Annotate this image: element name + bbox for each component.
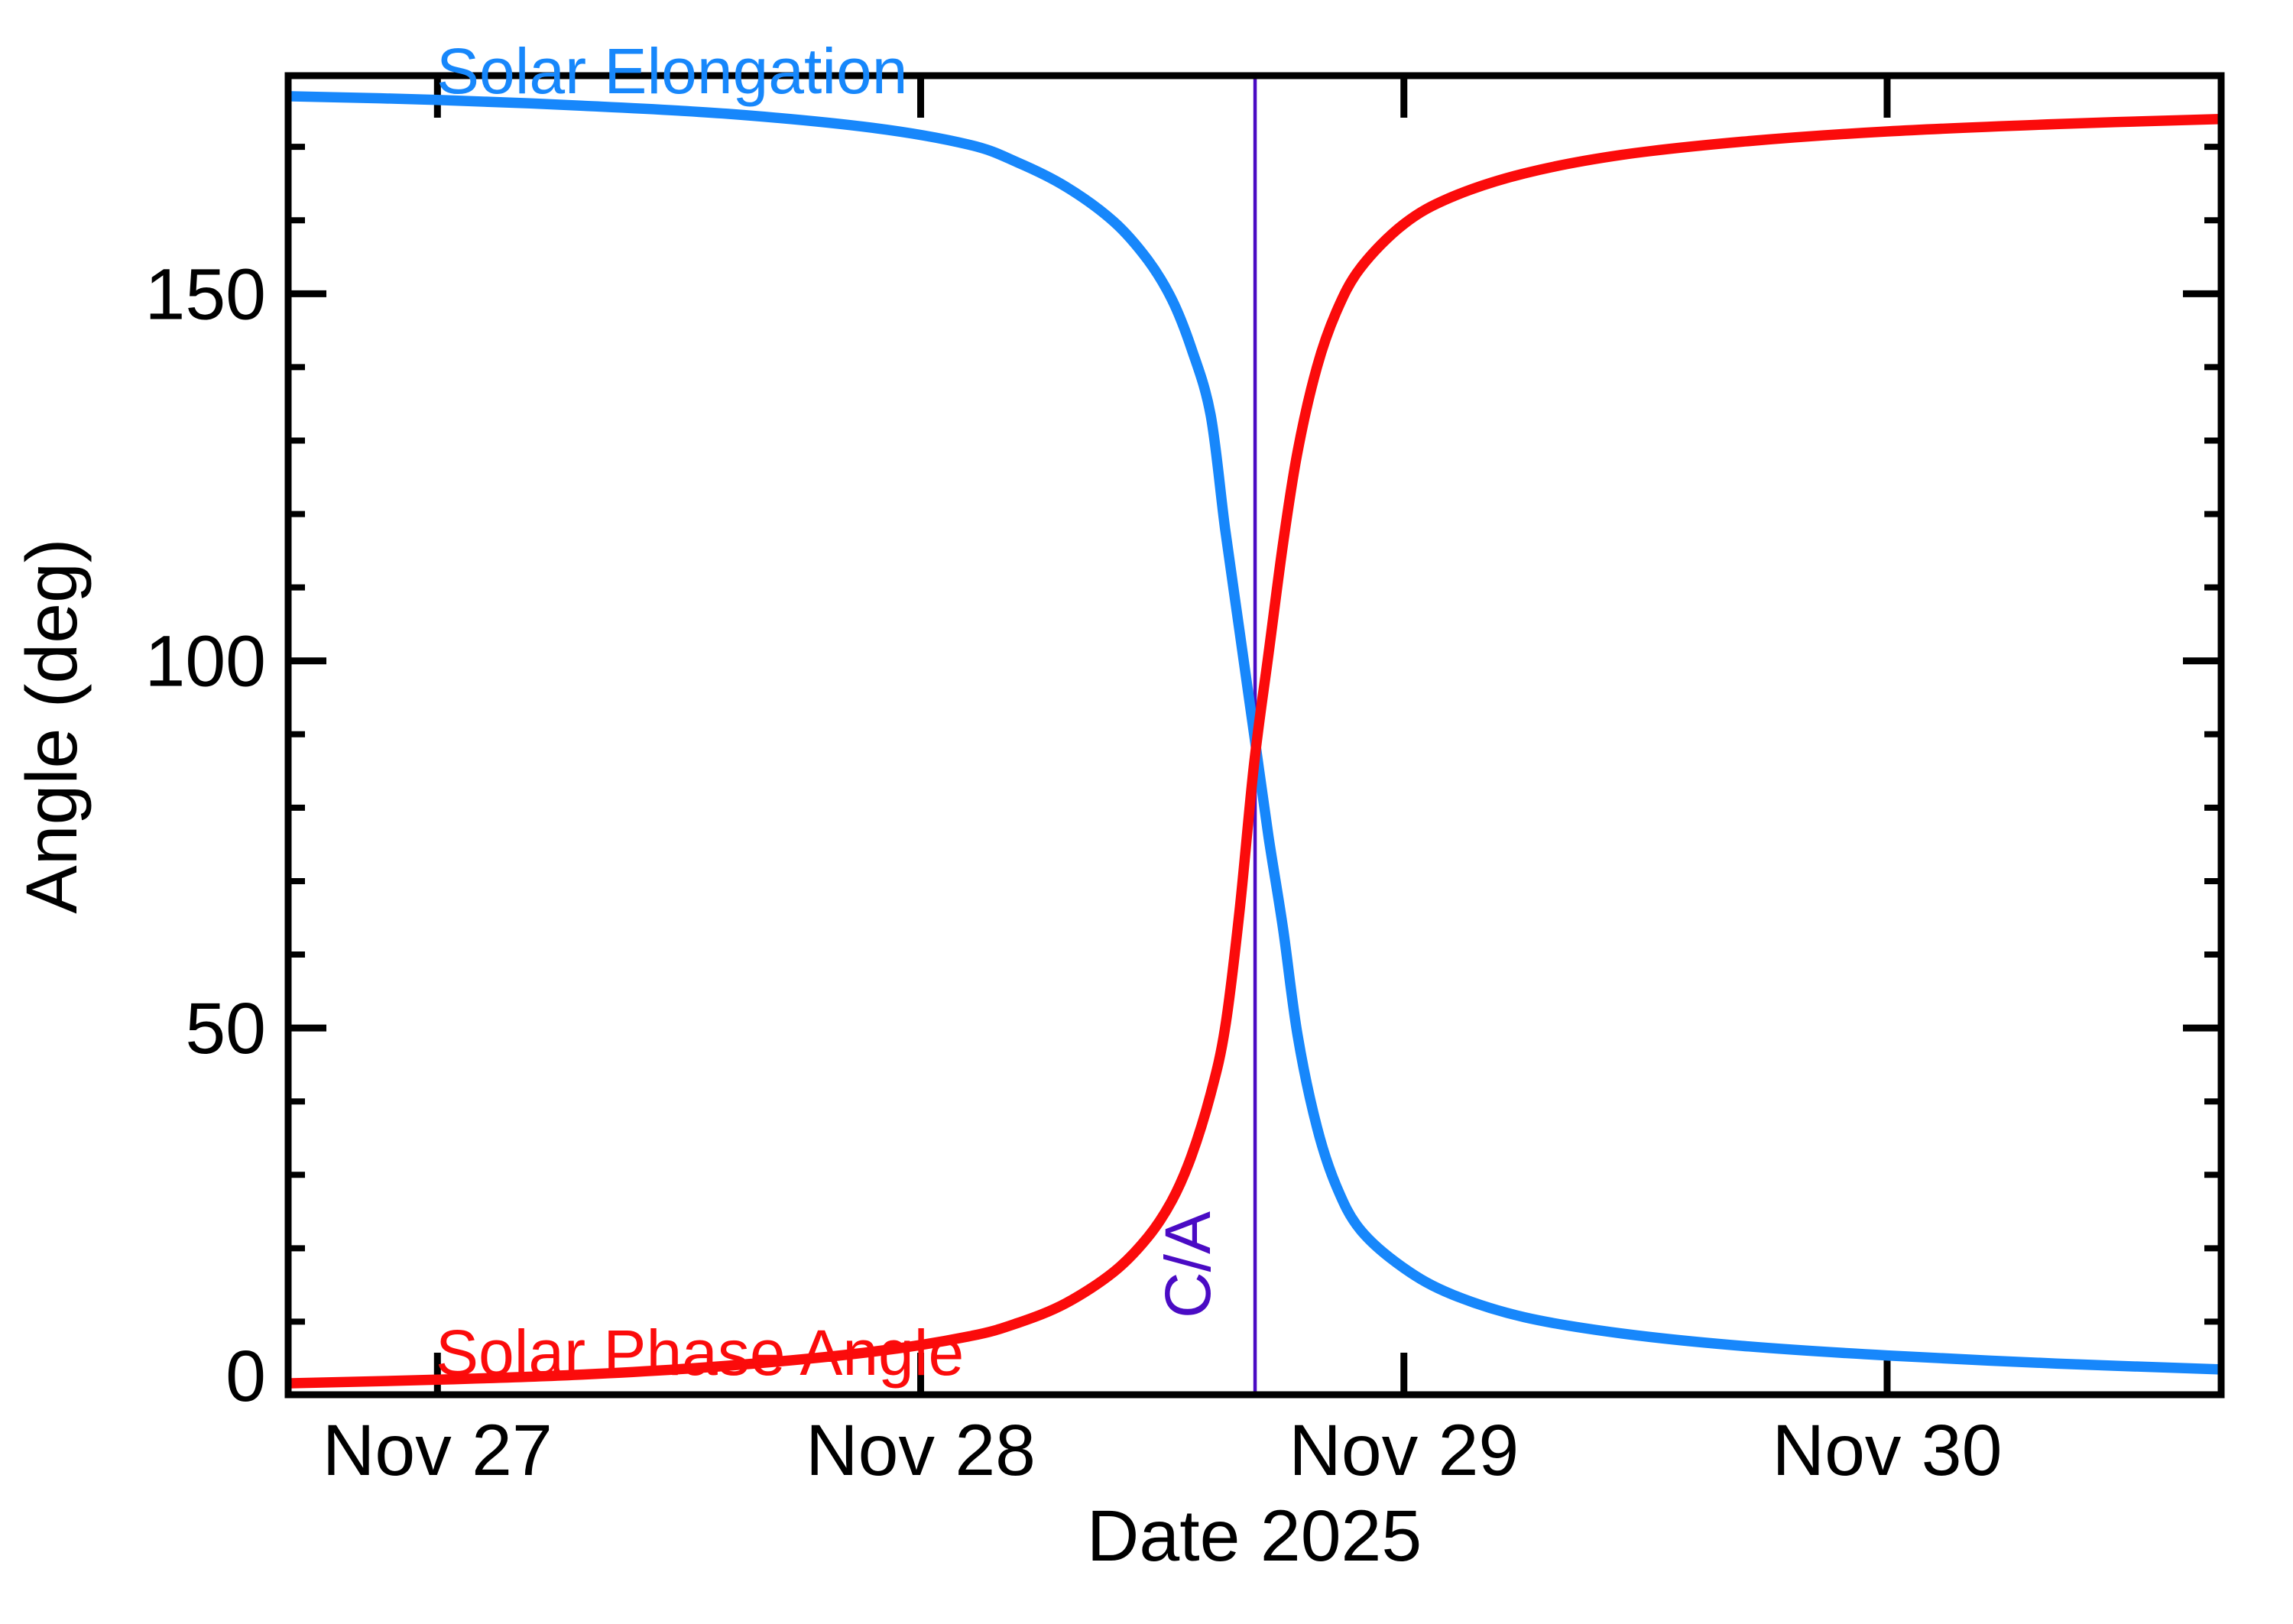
x-tick-label: Nov 27 [323, 1410, 553, 1491]
data-curves [288, 91, 2221, 1389]
curve-solar-phase-angle [288, 113, 2221, 1389]
x-tick-label: Nov 28 [806, 1410, 1036, 1491]
axis-ticks [288, 76, 2221, 1395]
x-axis-title: Date 2025 [1087, 1496, 1422, 1577]
curve-solar-elongation [288, 91, 2221, 1375]
solar-elongation-label: Solar Elongation [436, 35, 907, 107]
plot-frame [284, 72, 2225, 1399]
y-axis-title: Angle (deg) [11, 538, 92, 913]
x-tick-label: Nov 29 [1289, 1410, 1519, 1491]
y-tick-label: 150 [144, 254, 266, 335]
tick-labels: Nov 27 Nov 28 Nov 29 Nov 30 0 50 100 150 [144, 254, 2002, 1491]
x-tick-label: Nov 30 [1772, 1410, 2002, 1491]
close-approach-label: C/A [1152, 1211, 1224, 1318]
y-tick-label: 100 [144, 621, 266, 702]
y-tick-label: 50 [185, 988, 266, 1069]
solar-phase-angle-label: Solar Phase Angle [436, 1317, 964, 1389]
y-tick-label: 0 [225, 1336, 266, 1417]
